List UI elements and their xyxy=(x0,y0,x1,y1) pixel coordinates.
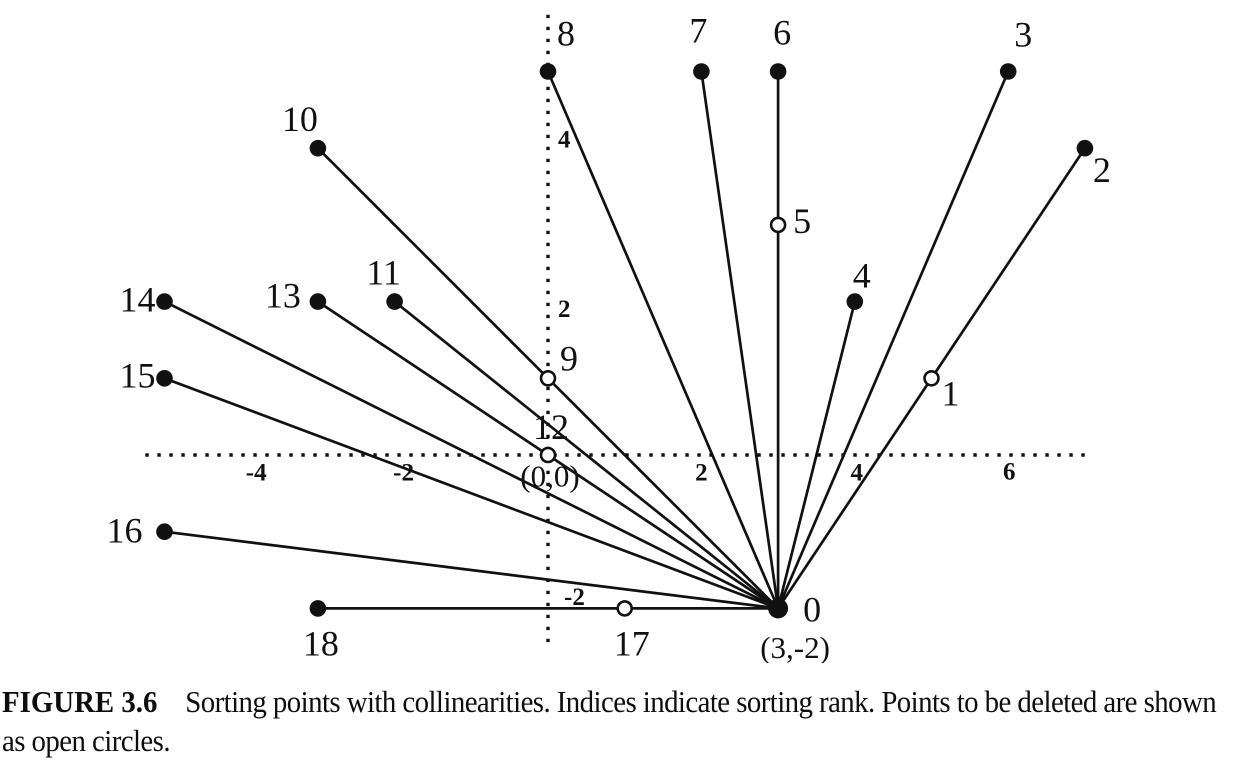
point-label-18: 18 xyxy=(303,623,339,663)
edge-line-0-16 xyxy=(164,530,779,610)
data-point-16 xyxy=(156,523,173,540)
x-tick-label--2: -2 xyxy=(393,460,414,487)
data-point-4 xyxy=(846,293,864,310)
x-tick-label-2: 2 xyxy=(695,460,708,487)
figure-caption-label: FIGURE 3.6 xyxy=(2,684,158,719)
data-point-18 xyxy=(309,600,327,617)
data-point-5-open xyxy=(769,216,787,234)
point-label-8: 8 xyxy=(557,14,575,54)
y-tick-label--2: -2 xyxy=(564,584,585,611)
point-label-11: 11 xyxy=(366,253,401,293)
point-label-0: 0 xyxy=(803,589,821,629)
sorting-points-plot: -4 -2 2 4 642-2 0123456789101112131415161718(… xyxy=(107,11,1111,665)
data-point-17-open xyxy=(616,600,634,617)
point-label-2: 2 xyxy=(1093,150,1111,190)
point-label-9: 9 xyxy=(560,338,578,378)
data-point-8 xyxy=(539,63,557,80)
point-label-15: 15 xyxy=(120,355,156,395)
edge-line-0-3 xyxy=(776,70,1010,609)
point-label-5: 5 xyxy=(793,201,811,241)
figure-caption: FIGURE 3.6 Sorting points with collineari… xyxy=(2,682,1235,760)
data-point-3 xyxy=(999,63,1017,80)
anchor-coord-label: (3,-2) xyxy=(760,630,830,663)
point-label-3: 3 xyxy=(1014,15,1032,55)
point-label-6: 6 xyxy=(773,13,791,53)
edge-line-0-8 xyxy=(546,70,780,609)
x-tick-label--4: -4 xyxy=(246,460,267,487)
data-point-15 xyxy=(156,370,173,387)
data-point-14 xyxy=(156,293,173,310)
point-label-14: 14 xyxy=(120,280,156,320)
point-label-1: 1 xyxy=(942,373,960,413)
edge-line-0-11 xyxy=(393,300,779,610)
figure-caption-text: Sorting points with collinearities. Indi… xyxy=(2,684,1217,758)
y-tick-label-2: 2 xyxy=(558,296,571,323)
point-label-4: 4 xyxy=(853,256,871,296)
edge-line-0-15 xyxy=(164,377,779,610)
data-point-13 xyxy=(309,293,327,310)
data-point-11 xyxy=(386,293,403,310)
data-point-7 xyxy=(693,63,710,80)
point-label-7: 7 xyxy=(689,11,707,51)
data-point-1-open xyxy=(923,369,940,387)
x-tick-label-6: 6 xyxy=(1003,459,1016,486)
data-point-10 xyxy=(309,139,327,157)
x-tick-label-4: 4 xyxy=(851,460,864,487)
edge-line-0-14 xyxy=(163,300,779,610)
edge-line-0-4 xyxy=(776,301,857,609)
figure-plot-area: -4 -2 2 4 6 4 2 -2 0 1 2 3 4 5 6 7 8 9 10 11 12 13 14 15 16 17 18(… xyxy=(107,11,1111,665)
data-point-2 xyxy=(1076,139,1094,157)
data-point-0 xyxy=(768,598,789,619)
point-label-17: 17 xyxy=(614,623,650,663)
y-tick-label-4: 4 xyxy=(558,127,571,154)
point-label-12: 12 xyxy=(533,407,569,447)
point-label-10: 10 xyxy=(282,99,318,139)
data-point-6 xyxy=(769,63,787,80)
data-point-9-open xyxy=(539,369,557,387)
data-point-12-open xyxy=(539,446,557,464)
point-label-16: 16 xyxy=(107,511,143,551)
origin-coord-label: (0,0) xyxy=(520,459,579,494)
edge-line-0-7 xyxy=(700,71,780,609)
point-label-13: 13 xyxy=(265,276,301,316)
